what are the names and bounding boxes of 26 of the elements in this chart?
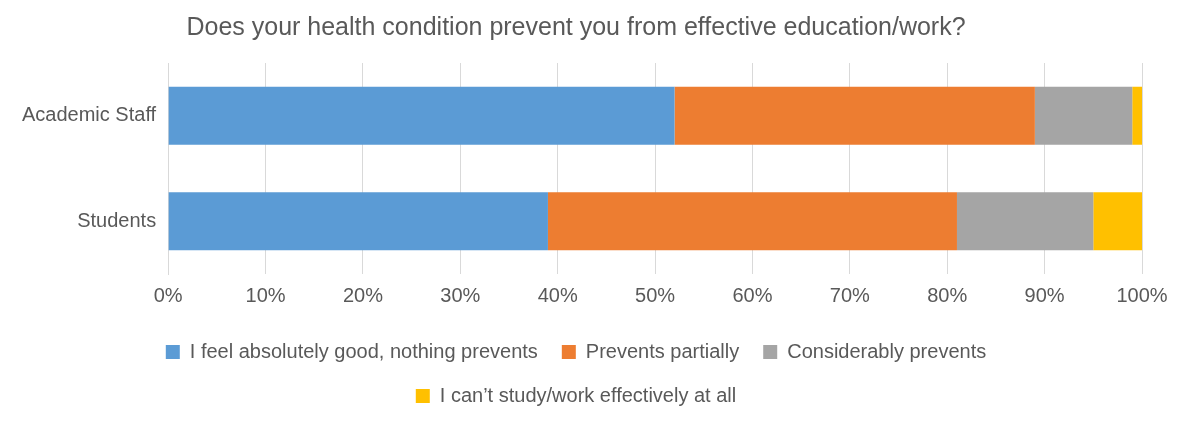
legend-label: I feel absolutely good, nothing prevents — [189, 339, 538, 362]
bar — [547, 192, 957, 251]
x-tick-label: 60% — [732, 283, 773, 306]
x-tick-label: 40% — [537, 283, 578, 306]
bar — [1132, 86, 1142, 145]
x-tick-label: 20% — [342, 283, 384, 306]
bar — [168, 192, 548, 251]
bar — [674, 86, 1035, 145]
bar — [1034, 86, 1133, 145]
x-tick-label: 10% — [245, 283, 286, 306]
x-tick-label: 80% — [927, 283, 968, 306]
x-tick-label: 100% — [1116, 283, 1168, 306]
y-tick-label: Academic Staff — [22, 103, 157, 126]
legend-label: Prevents partially — [585, 339, 740, 362]
x-tick-label: 70% — [829, 283, 871, 306]
chart-title: Does your health condition prevent you from effective education/work? — [186, 11, 966, 40]
x-tick-label: 30% — [440, 283, 481, 306]
bar — [1093, 192, 1142, 251]
bar — [956, 192, 1094, 251]
x-tick-label: 50% — [635, 283, 676, 306]
y-tick-label: Students — [77, 208, 157, 231]
x-tick-label: 0% — [153, 283, 183, 306]
bar — [168, 86, 675, 145]
legend-label: Considerably prevents — [787, 339, 987, 362]
legend-label: I can’t study/work effectively at all — [439, 383, 737, 406]
x-tick-label: 90% — [1024, 283, 1065, 306]
